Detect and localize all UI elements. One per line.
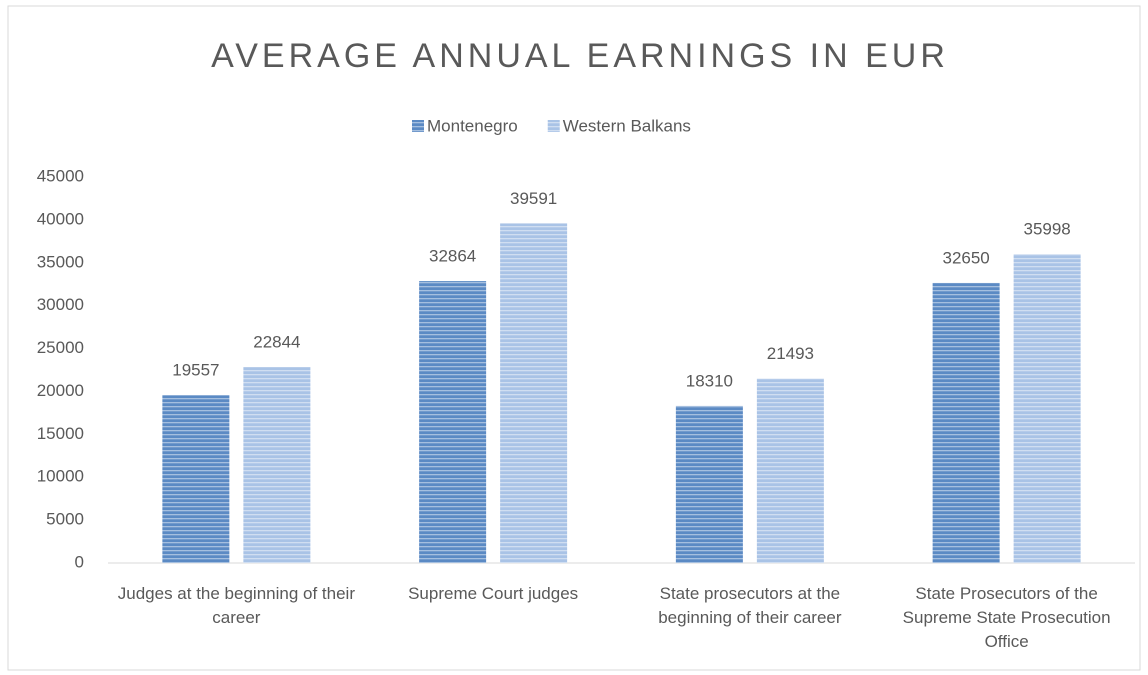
legend-label: Western Balkans xyxy=(563,116,691,135)
bar xyxy=(756,378,824,563)
chart-title: AVERAGE ANNUAL EARNINGS IN EUR xyxy=(211,37,949,75)
data-label: 19557 xyxy=(172,361,219,380)
x-tick-label: Judges at the beginning of their career xyxy=(117,584,355,627)
y-tick-label: 30000 xyxy=(37,295,84,314)
y-tick-label: 20000 xyxy=(37,381,84,400)
bar xyxy=(1013,254,1081,563)
data-label: 22844 xyxy=(253,333,300,352)
legend-swatch xyxy=(547,120,560,132)
data-label: 21493 xyxy=(767,344,814,363)
y-tick-label: 5000 xyxy=(46,510,84,529)
y-tick-label: 45000 xyxy=(37,166,84,185)
x-tick-label: State Prosecutors of the Supreme State P… xyxy=(902,584,1111,651)
y-tick-label: 35000 xyxy=(37,252,84,271)
y-tick-label: 40000 xyxy=(37,209,84,228)
x-tick-label: State prosecutors at the beginning of th… xyxy=(658,584,842,627)
data-label: 39591 xyxy=(510,189,557,208)
bar xyxy=(419,281,487,563)
bar xyxy=(932,282,1000,563)
y-tick-label: 15000 xyxy=(37,424,84,443)
bar xyxy=(675,405,743,563)
bar xyxy=(162,395,230,563)
bar xyxy=(243,367,311,563)
y-tick-label: 25000 xyxy=(37,338,84,357)
data-label: 35998 xyxy=(1023,220,1070,239)
data-label: 18310 xyxy=(686,371,733,390)
x-tick-label: Supreme Court judges xyxy=(408,584,579,603)
legend-swatch xyxy=(412,120,424,132)
legend-label: Montenegro xyxy=(427,116,518,135)
bar xyxy=(500,223,568,563)
y-tick-label: 0 xyxy=(75,552,84,571)
data-label: 32650 xyxy=(942,248,989,267)
y-tick-label: 10000 xyxy=(37,467,84,486)
data-label: 32864 xyxy=(429,247,476,266)
